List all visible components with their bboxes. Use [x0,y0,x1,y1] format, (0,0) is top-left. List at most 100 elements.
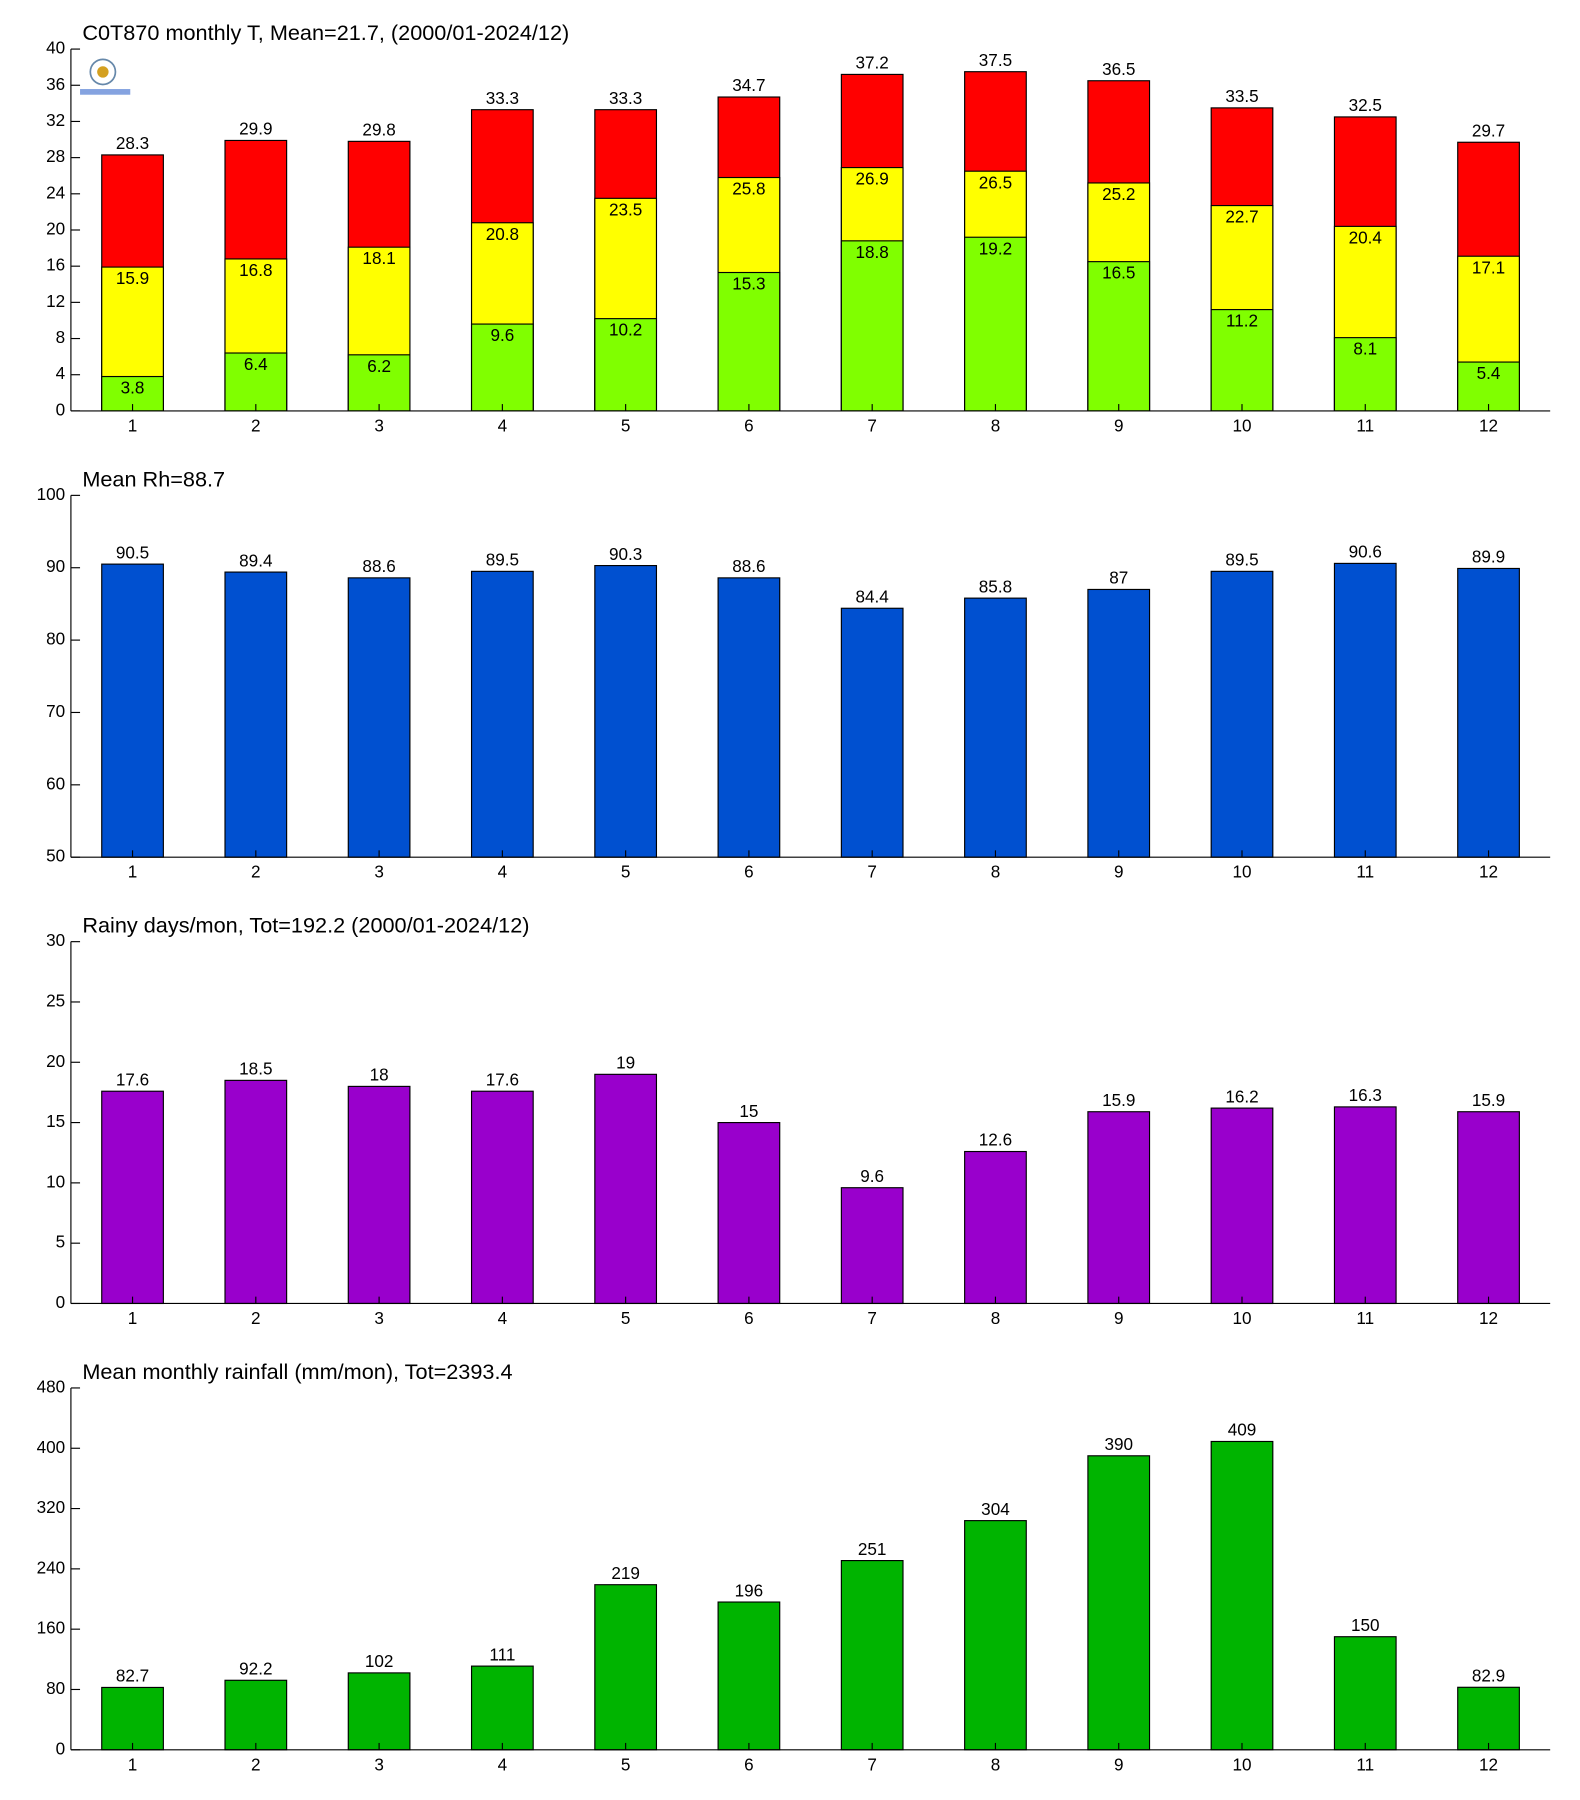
data-label: 82.7 [116,1667,149,1686]
x-tick-label: 3 [374,863,384,882]
data-label: 89.4 [239,551,273,570]
bar [224,1079,288,1305]
bar [964,1150,1027,1305]
data-label: 88.6 [362,557,395,576]
y-tick-label: 70 [46,702,65,721]
bar [1087,261,1151,412]
bar [594,564,658,858]
bar [840,240,904,412]
bar [1210,1107,1274,1305]
data-label: 18 [370,1066,389,1085]
subplot: Mean monthly rainfall (mm/mon), Tot=2393… [37,1359,1551,1774]
data-label: 219 [611,1564,640,1583]
y-tick-label: 10 [46,1172,65,1191]
data-label: 15.9 [1472,1091,1505,1110]
bar [101,1090,164,1305]
x-tick-label: 4 [498,863,508,882]
bar [1457,1111,1520,1305]
x-tick-label: 12 [1479,1309,1498,1328]
x-tick-label: 7 [867,1309,877,1328]
bar [1457,567,1520,858]
x-tick-label: 9 [1114,863,1124,882]
data-label: 32.5 [1349,96,1382,115]
bar [840,1560,904,1751]
y-tick-label: 0 [56,1293,66,1312]
data-label: 16.8 [239,261,272,280]
data-label: 111 [489,1645,515,1664]
y-tick-label: 60 [46,774,65,793]
x-tick-label: 11 [1356,863,1374,882]
x-tick-label: 6 [744,1755,754,1774]
data-label: 11.2 [1226,312,1258,331]
x-tick-label: 9 [1114,1755,1124,1774]
bar [1457,1686,1520,1751]
bar [1087,588,1151,858]
x-tick-label: 7 [867,416,877,435]
x-tick-label: 7 [867,863,877,882]
y-tick-label: 100 [37,485,66,504]
y-tick-label: 20 [46,220,65,239]
x-tick-label: 3 [374,1755,384,1774]
bar [347,577,411,858]
y-tick-label: 4 [56,364,66,383]
y-tick-label: 5 [56,1233,66,1252]
data-label: 19.2 [979,239,1012,258]
data-label: 84.4 [856,588,890,607]
x-tick-label: 10 [1232,416,1251,435]
data-label: 12.6 [979,1131,1012,1150]
chart-title: C0T870 monthly T, Mean=21.7, (2000/01-20… [82,20,569,45]
data-label: 304 [981,1500,1010,1519]
bar [470,1665,534,1751]
data-label: 90.3 [609,545,642,564]
bar [1457,361,1520,412]
data-label: 6.4 [244,355,268,374]
y-tick-label: 12 [46,292,65,311]
x-tick-label: 12 [1479,416,1498,435]
bar [1210,570,1274,858]
bar [1333,562,1397,858]
x-tick-label: 1 [128,1309,138,1328]
subplot: Mean Rh=88.7 50 60 70 80 90 100 90.5 1 89.4 2 88.6 3… [37,466,1551,882]
bar [1210,1440,1274,1751]
y-tick-label: 50 [46,847,65,866]
data-label: 89.5 [486,551,519,570]
data-label: 15.3 [732,275,765,294]
data-label: 90.6 [1349,543,1382,562]
x-tick-label: 8 [991,1755,1001,1774]
y-tick-label: 15 [46,1112,65,1131]
data-label: 25.2 [1102,185,1135,204]
bar [347,1085,411,1305]
bar [224,1679,288,1751]
data-label: 409 [1228,1421,1257,1440]
bar [101,563,164,858]
bar [964,1520,1027,1751]
x-tick-label: 5 [621,863,631,882]
y-tick-label: 16 [46,256,65,275]
bar [964,236,1027,412]
bar [1087,1455,1151,1751]
data-label: 37.5 [979,51,1012,70]
data-label: 19 [616,1054,635,1073]
y-tick-label: 80 [46,1679,65,1698]
x-tick-label: 11 [1356,1309,1374,1328]
bar [717,271,781,412]
data-label: 15.9 [1102,1091,1135,1110]
x-tick-label: 5 [621,1309,631,1328]
chart-title: Mean monthly rainfall (mm/mon), Tot=2393… [82,1359,512,1384]
bar [470,323,534,412]
bar [1087,1111,1151,1305]
data-label: 9.6 [490,326,514,345]
data-label: 37.2 [856,54,889,73]
bar [470,1090,534,1305]
data-label: 29.9 [239,120,272,139]
data-label: 17.6 [486,1070,519,1089]
bar [101,1686,164,1751]
data-label: 17.1 [1472,258,1505,277]
bar [840,1187,904,1305]
bar [1333,1636,1397,1751]
bar [840,607,904,858]
data-label: 6.2 [367,357,391,376]
bar [594,1584,658,1751]
data-label: 88.6 [732,557,765,576]
y-tick-label: 400 [37,1438,66,1457]
